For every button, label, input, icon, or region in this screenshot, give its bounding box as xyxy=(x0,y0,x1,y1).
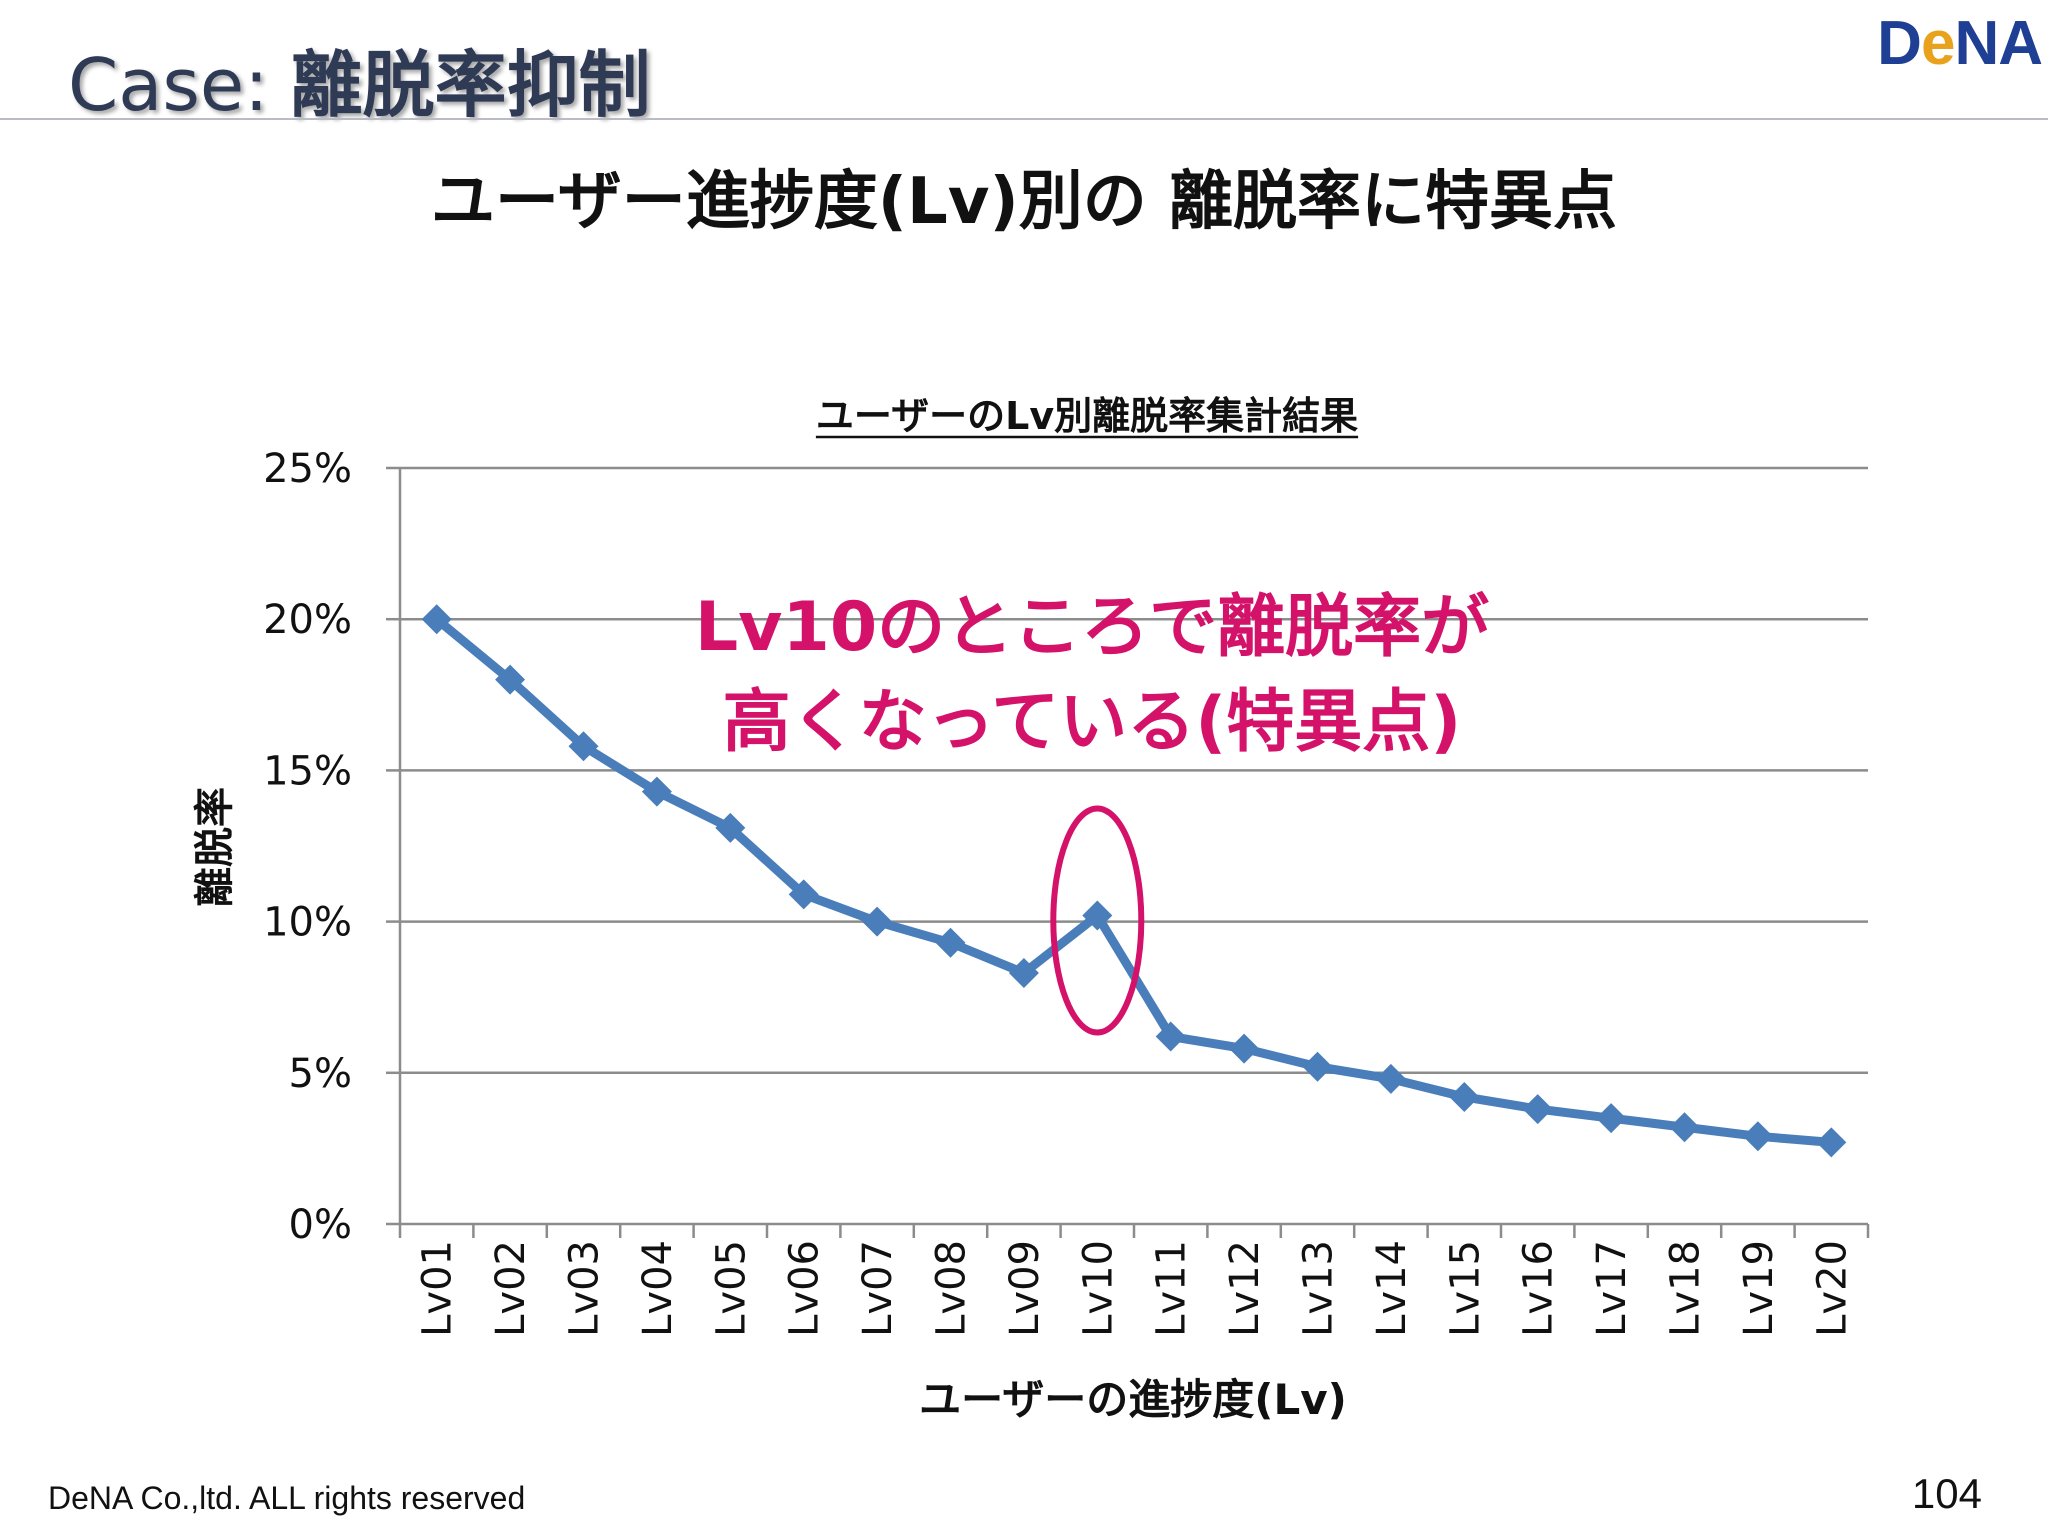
data-point xyxy=(1302,1051,1333,1082)
data-point xyxy=(568,731,599,762)
dena-logo: DeNA xyxy=(1877,4,2043,84)
data-point xyxy=(1155,1021,1186,1052)
line-chart: ユーザーのLv別離脱率集計結果 0%5%10%15%20%25% Lv01 Lv0… xyxy=(192,394,1870,1424)
y-tick-label: 20% xyxy=(263,597,352,643)
x-tick-label: Lv17 xyxy=(1589,1240,1635,1337)
x-tick-label: Lv03 xyxy=(562,1240,608,1337)
logo-letter-e: e xyxy=(1920,9,1955,78)
chart-title: ユーザーのLv別離脱率集計結果 xyxy=(816,394,1358,438)
x-tick-label: Lv14 xyxy=(1369,1240,1415,1337)
x-tick-label: Lv05 xyxy=(708,1240,754,1337)
x-tick-label: Lv09 xyxy=(1002,1240,1048,1337)
x-tick-label: Lv08 xyxy=(929,1240,975,1337)
y-tick-label: 5% xyxy=(289,1051,352,1097)
annotation-line-2: 高くなっている(特異点) xyxy=(723,683,1462,762)
y-axis-tick-labels: 0% 5% 10% 15% 20% 25% xyxy=(263,446,352,1248)
x-tick-label: Lv13 xyxy=(1296,1240,1342,1337)
data-point xyxy=(421,604,452,635)
logo-letters-na: NA xyxy=(1954,9,2043,78)
data-point xyxy=(1008,958,1039,989)
x-tick-label: Lv04 xyxy=(635,1240,681,1337)
data-point xyxy=(1375,1063,1406,1094)
x-tick-label: Lv12 xyxy=(1222,1240,1268,1337)
case-label: Case: xyxy=(68,43,269,127)
y-tick-label: 0% xyxy=(289,1202,352,1248)
x-tick-label: Lv07 xyxy=(855,1240,901,1337)
data-point xyxy=(1449,1081,1480,1112)
logo-letter-d: D xyxy=(1877,9,1922,78)
page-number: 104 xyxy=(1911,1470,1982,1517)
gridlines xyxy=(386,466,1868,1226)
data-point xyxy=(1816,1127,1847,1158)
x-tick-label: Lv11 xyxy=(1149,1240,1195,1337)
highlight-ellipse xyxy=(1050,805,1145,1036)
data-point xyxy=(1082,900,1113,931)
x-tick-label: Lv18 xyxy=(1663,1240,1709,1337)
x-axis-label: ユーザーの進捗度(Lv) xyxy=(919,1375,1347,1424)
y-tick-label: 25% xyxy=(263,446,352,492)
y-tick-label: 15% xyxy=(263,748,352,794)
data-point xyxy=(495,664,526,695)
annotation-line-1: Lv10のところで離脱率が xyxy=(695,588,1489,667)
slide-title: Case: 離脱率抑制 xyxy=(68,30,650,140)
data-point xyxy=(1669,1112,1700,1143)
data-point xyxy=(715,812,746,843)
y-tick-label: 10% xyxy=(263,900,352,946)
x-tick-label: Lv15 xyxy=(1442,1240,1488,1337)
data-point xyxy=(1229,1033,1260,1064)
data-point xyxy=(935,927,966,958)
x-tick-label: Lv16 xyxy=(1516,1240,1562,1337)
x-tick-label: Lv10 xyxy=(1075,1240,1121,1337)
data-point xyxy=(1522,1094,1553,1125)
data-point xyxy=(862,906,893,937)
title-divider xyxy=(0,118,2048,120)
slide-headline: ユーザー進捗度(Lv)別の 離脱率に特異点 xyxy=(431,165,1617,239)
case-topic: 離脱率抑制 xyxy=(290,43,651,127)
data-point xyxy=(788,879,819,910)
x-tick-label: Lv01 xyxy=(415,1240,461,1337)
data-point xyxy=(641,776,672,807)
data-point xyxy=(1596,1103,1627,1134)
x-tick-label: Lv19 xyxy=(1736,1240,1782,1337)
data-markers xyxy=(421,604,1847,1158)
x-tick-label: Lv20 xyxy=(1809,1240,1855,1337)
x-axis: Lv01 Lv02 Lv03 Lv04 Lv05 Lv06 Lv07 Lv08 Lv09 Lv10… xyxy=(398,468,1870,1337)
data-point xyxy=(1742,1121,1773,1152)
x-tick-label: Lv06 xyxy=(782,1240,828,1337)
y-axis-label: 離脱率 xyxy=(192,787,238,907)
copyright-footer: DeNA Co.,ltd. ALL rights reserved xyxy=(48,1480,526,1516)
x-tick-label: Lv02 xyxy=(488,1240,534,1337)
